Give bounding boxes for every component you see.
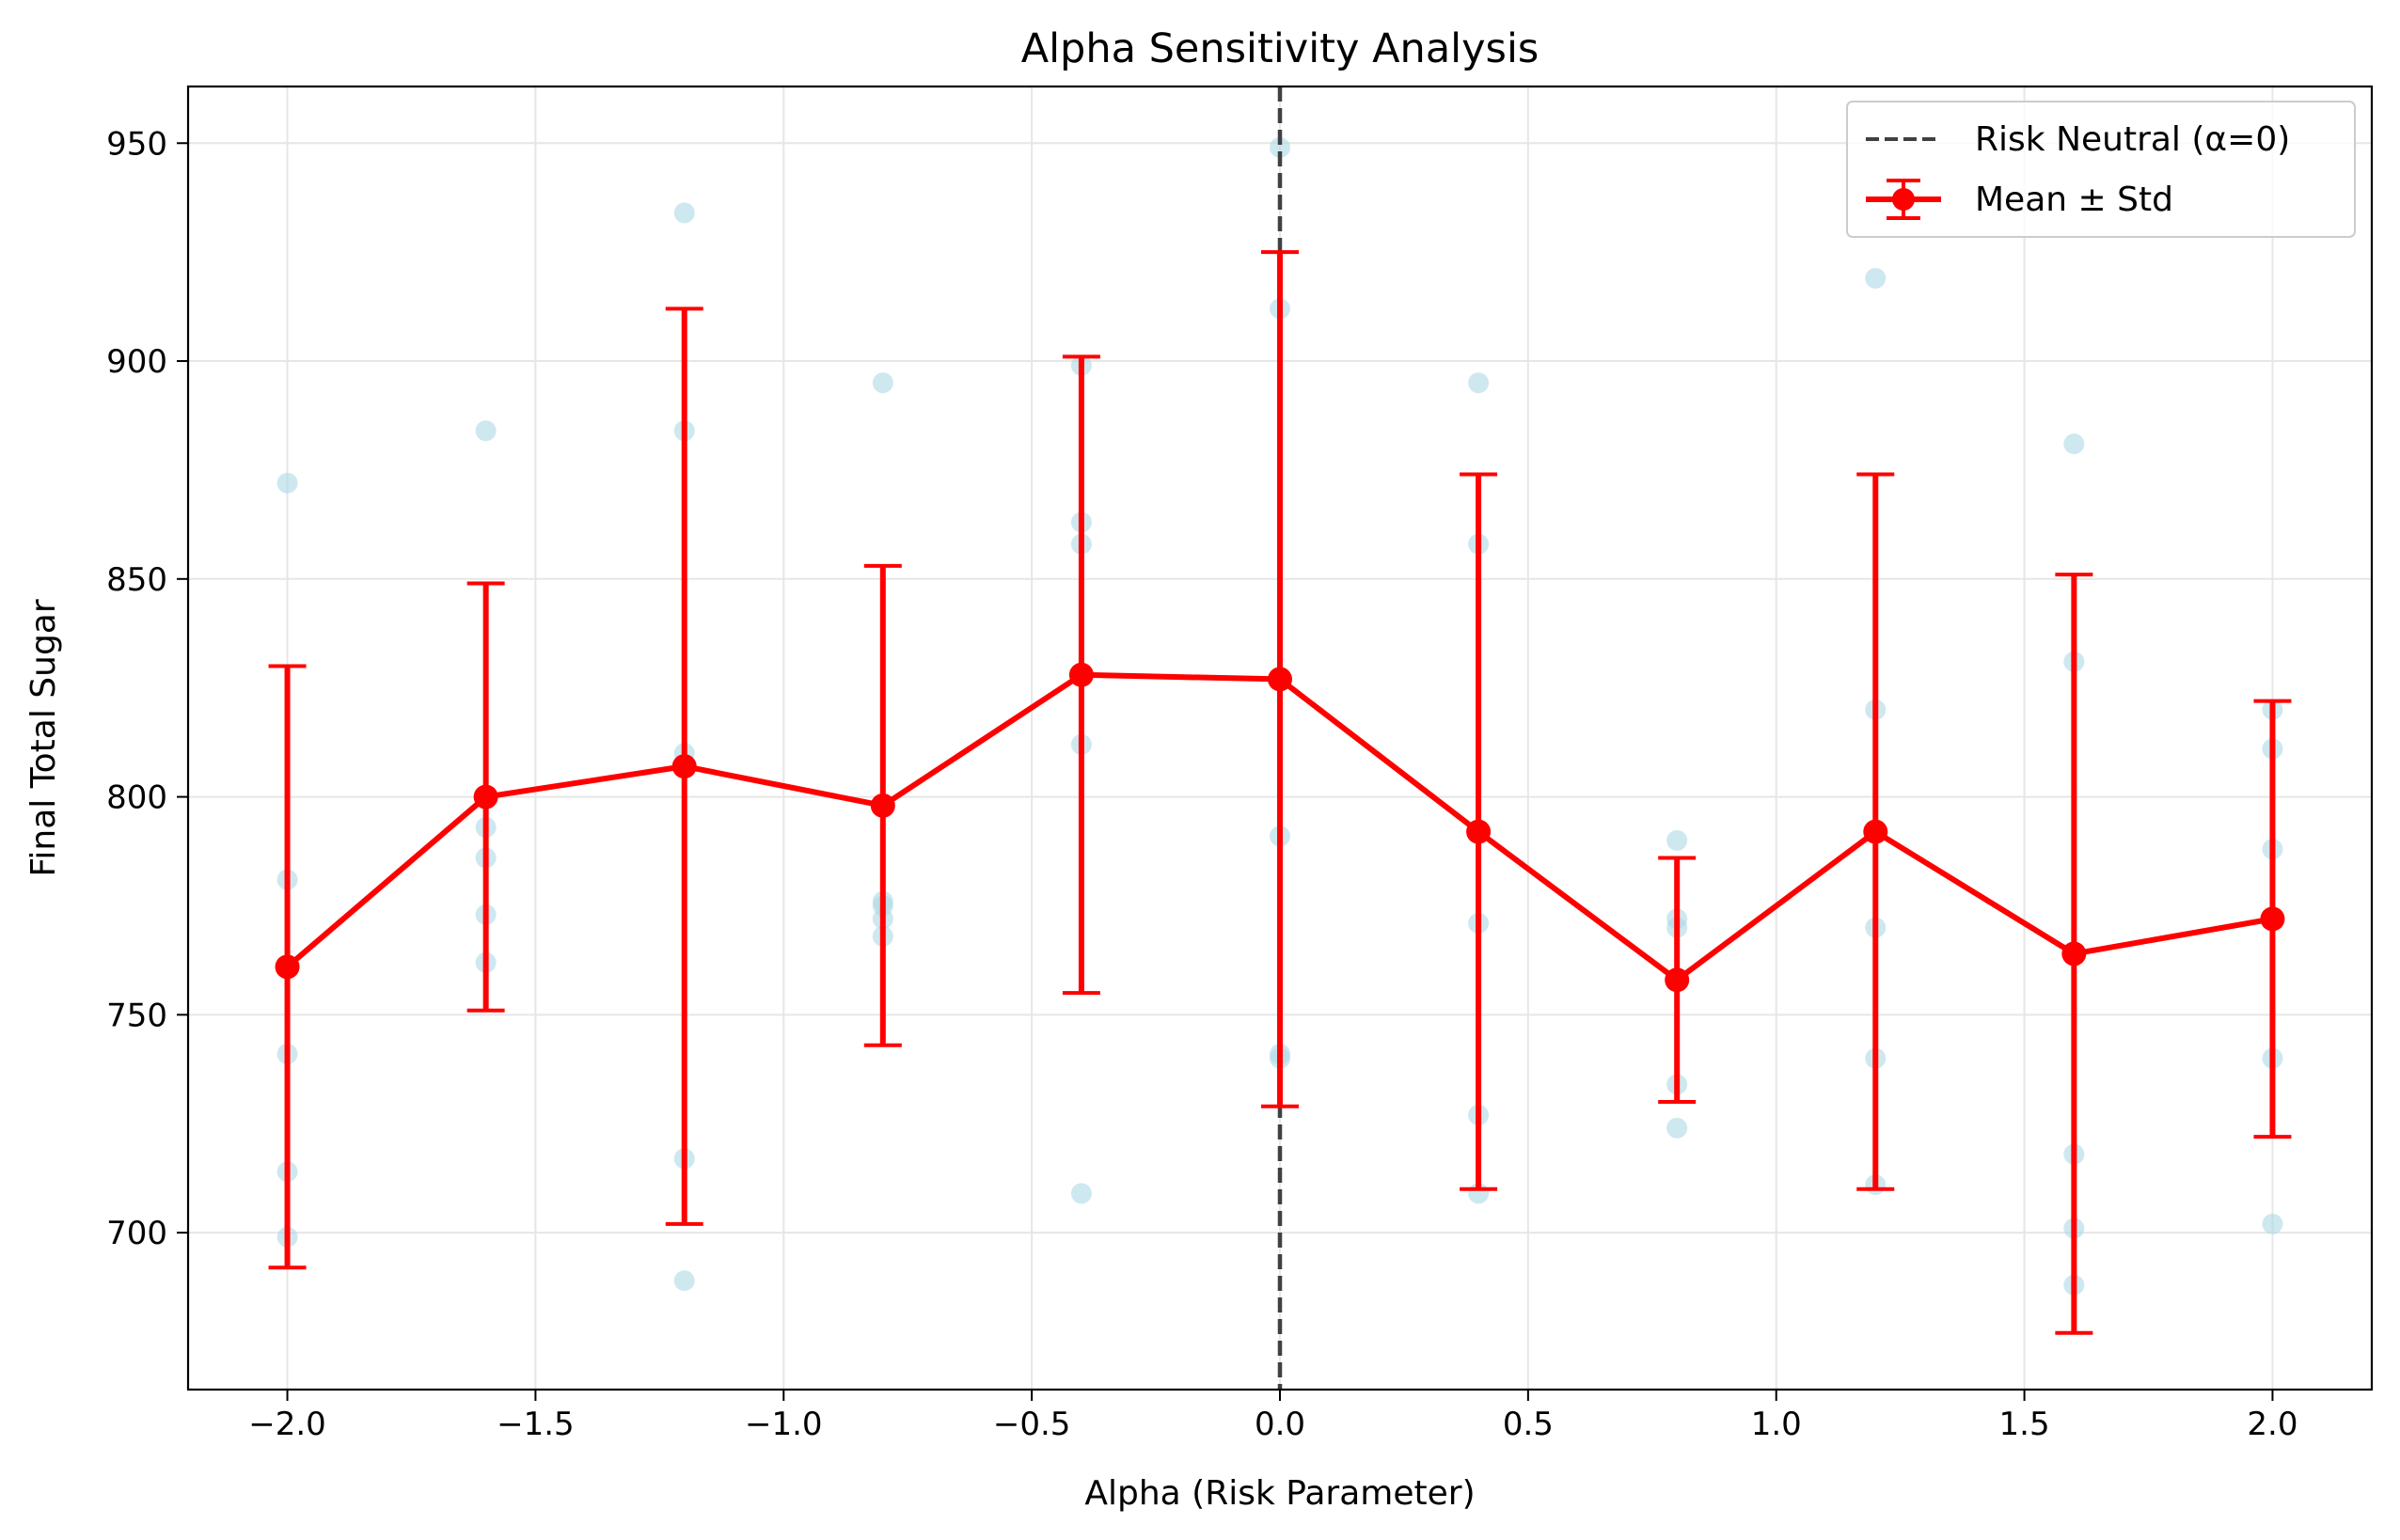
chart-title: Alpha Sensitivity Analysis	[1021, 25, 1539, 72]
scatter-point	[276, 472, 298, 494]
y-axis-label: Final Total Sugar	[24, 599, 63, 877]
mean-point	[1466, 819, 1492, 844]
legend-mean-marker	[1892, 188, 1915, 211]
x-tick-label: 2.0	[2247, 1406, 2297, 1443]
x-axis-label: Alpha (Risk Parameter)	[1084, 1474, 1475, 1513]
scatter-point	[673, 1270, 695, 1292]
x-tick-label: 0.5	[1503, 1406, 1554, 1443]
x-tick-label: −2.0	[248, 1406, 326, 1443]
mean-point	[870, 793, 895, 818]
y-tick-label: 850	[106, 561, 167, 599]
y-tick-label: 950	[106, 125, 167, 163]
y-tick-label: 700	[106, 1215, 167, 1252]
x-axis-ticks: −2.0 −1.5 −1.0 −0.5 0.0 0.5 1.0 1.5 2.0	[248, 1390, 2297, 1443]
y-tick-label: 900	[106, 343, 167, 381]
x-tick-label: 1.0	[1751, 1406, 1802, 1443]
legend: Risk Neutral (α=0) Mean ± Std	[1846, 101, 2356, 238]
mean-series	[268, 250, 2292, 1335]
mean-point	[2260, 906, 2285, 932]
mean-point	[1665, 967, 1690, 993]
legend-box	[1846, 101, 2356, 238]
y-axis-ticks: 700 750 800 850 900 950	[106, 125, 188, 1252]
y-tick-label: 800	[106, 779, 167, 817]
legend-mean-swatch	[1866, 179, 1941, 220]
scatter-point	[1270, 136, 1290, 158]
mean-point	[1268, 667, 1292, 692]
mean-point	[1863, 819, 1888, 844]
scatter-point	[475, 420, 497, 442]
x-tick-label: 0.0	[1255, 1406, 1305, 1443]
y-tick-label: 750	[106, 997, 167, 1034]
scatter-point	[872, 372, 893, 394]
scatter-point	[1666, 1117, 1688, 1139]
legend-entry-risk-neutral: Risk Neutral (α=0)	[1975, 120, 2290, 159]
mean-point	[275, 954, 300, 980]
scatter-point	[673, 202, 695, 224]
mean-point	[473, 784, 498, 809]
legend-entry-mean-std: Mean ± Std	[1975, 181, 2173, 219]
scatter-point	[1666, 829, 1688, 851]
x-tick-label: 1.5	[1999, 1406, 2050, 1443]
x-tick-label: −1.5	[497, 1406, 575, 1443]
scatter-point	[2262, 1213, 2283, 1234]
mean-point	[1068, 662, 1094, 687]
scatter-point	[1865, 267, 1887, 289]
scatter-point	[1070, 1183, 1092, 1204]
mean-point	[2061, 941, 2087, 966]
x-tick-label: −1.0	[745, 1406, 823, 1443]
scatter-point	[1468, 372, 1490, 394]
scatter-point	[2063, 433, 2085, 455]
mean-point	[671, 754, 697, 779]
x-tick-label: −0.5	[993, 1406, 1071, 1443]
